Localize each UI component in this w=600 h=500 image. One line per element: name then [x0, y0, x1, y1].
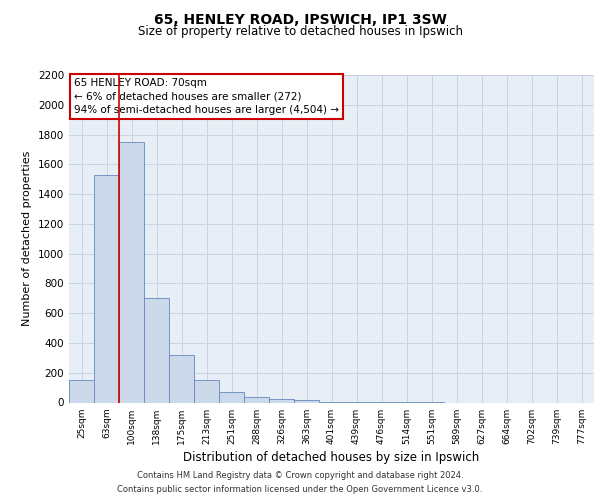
Bar	[294, 400, 319, 402]
Text: Contains public sector information licensed under the Open Government Licence v3: Contains public sector information licen…	[118, 484, 482, 494]
Y-axis label: Number of detached properties: Number of detached properties	[22, 151, 32, 326]
Bar	[269, 399, 294, 402]
Bar	[94, 174, 119, 402]
Text: 65 HENLEY ROAD: 70sqm
← 6% of detached houses are smaller (272)
94% of semi-deta: 65 HENLEY ROAD: 70sqm ← 6% of detached h…	[74, 78, 339, 114]
X-axis label: Distribution of detached houses by size in Ipswich: Distribution of detached houses by size …	[184, 450, 479, 464]
Bar	[219, 392, 244, 402]
Bar	[194, 380, 219, 402]
Bar	[69, 380, 94, 402]
Bar	[244, 396, 269, 402]
Text: Contains HM Land Registry data © Crown copyright and database right 2024.: Contains HM Land Registry data © Crown c…	[137, 472, 463, 480]
Text: 65, HENLEY ROAD, IPSWICH, IP1 3SW: 65, HENLEY ROAD, IPSWICH, IP1 3SW	[154, 12, 446, 26]
Bar	[169, 355, 194, 403]
Text: Size of property relative to detached houses in Ipswich: Size of property relative to detached ho…	[137, 25, 463, 38]
Bar	[144, 298, 169, 403]
Bar	[119, 142, 144, 403]
